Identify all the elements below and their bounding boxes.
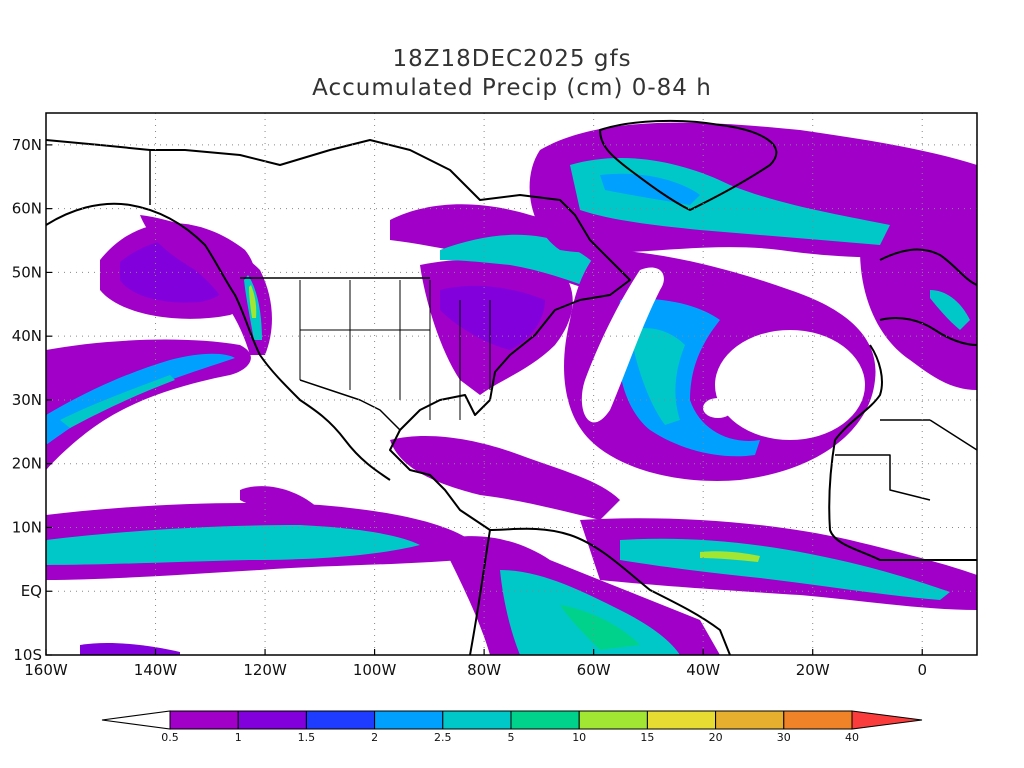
greenland-coastline [599, 119, 778, 211]
lon-tick-label: 20W [796, 661, 830, 679]
lat-tick-label: 40N [12, 327, 42, 345]
lon-tick-label: 160W [24, 661, 68, 679]
precip-area [140, 215, 272, 355]
colorbar-label: 20 [709, 731, 723, 744]
precip-area [700, 551, 760, 562]
precip-area [60, 375, 175, 428]
precip-clear-area [703, 398, 733, 418]
colorbar-swatch [646, 710, 717, 730]
lon-tick-label: 60W [577, 661, 611, 679]
alaska-coastline [46, 202, 391, 481]
lat-tick-label: 30N [12, 391, 42, 409]
lon-tick-label: 0 [917, 661, 927, 679]
europe-coastline [834, 248, 977, 441]
lon-axis: 160W 140W 120W 100W 80W 60W 40W 20W 0 [24, 661, 927, 679]
lon-tick-label: 140W [134, 661, 178, 679]
state-borders [299, 280, 491, 420]
precip-field [46, 122, 977, 655]
us-border [240, 277, 430, 431]
lon-tick-label: 40W [686, 661, 720, 679]
precip-area [46, 525, 420, 565]
lat-tick-label: 70N [12, 136, 42, 154]
colorbar: 0.5 1 1.5 2 2.5 5 10 15 20 30 40 [101, 710, 923, 744]
colorbar-label: 2.5 [434, 731, 452, 744]
north-america-coastline [46, 139, 631, 531]
colorbar-label: 10 [572, 731, 586, 744]
colorbar-label: 5 [508, 731, 515, 744]
colorbar-swatch [237, 710, 307, 730]
precip-area [630, 328, 685, 425]
africa-coastline [828, 439, 977, 562]
precip-area [440, 285, 545, 350]
precip-area [249, 285, 257, 318]
precip-area [46, 353, 235, 445]
colorbar-swatch [783, 710, 853, 730]
precip-area [46, 339, 251, 470]
colorbar-label: 1.5 [298, 731, 316, 744]
lat-tick-label: EQ [21, 582, 42, 600]
precip-area [240, 486, 320, 520]
colorbar-swatch [442, 710, 512, 730]
precip-area [80, 642, 180, 655]
colorbar-swatch [510, 710, 580, 730]
colorbar-swatch [101, 710, 171, 730]
colorbar-swatch [305, 710, 376, 730]
precip-area [560, 605, 640, 650]
lon-tick-label: 100W [353, 661, 397, 679]
south-america-coastline [469, 527, 731, 655]
precip-area [860, 244, 977, 390]
precip-area [930, 290, 970, 330]
colorbar-label: 15 [640, 731, 654, 744]
map-title: 18Z18DEC2025 gfs [392, 46, 632, 72]
colorbar-swatch [715, 710, 785, 730]
colorbar-label: 1 [235, 731, 242, 744]
precip-area [390, 435, 620, 520]
lat-axis: 70N 60N 50N 40N 30N 20N 10N EQ 10S [12, 136, 42, 664]
lon-tick-label: 80W [467, 661, 501, 679]
colorbar-label: 40 [845, 731, 859, 744]
colorbar-label: 30 [777, 731, 791, 744]
lat-tick-label: 60N [12, 200, 42, 218]
lat-tick-label: 50N [12, 263, 42, 281]
lat-tick-label: 20N [12, 455, 42, 473]
lat-lon-grid [46, 113, 977, 655]
plot-frame [45, 112, 978, 656]
colorbar-swatch [169, 710, 239, 730]
lat-tick-label: 10S [13, 646, 42, 664]
colorbar-label: 2 [371, 731, 378, 744]
map-subtitle: Accumulated Precip (cm) 0-84 h [312, 75, 712, 101]
coastlines [46, 119, 977, 655]
precip-clear-area [715, 330, 865, 440]
colorbar-swatch [851, 710, 923, 730]
lon-tick-label: 120W [243, 661, 287, 679]
axis-ticks [45, 144, 923, 656]
precip-area [600, 173, 700, 205]
africa-borders [835, 419, 977, 501]
colorbar-label: 0.5 [161, 731, 179, 744]
precip-area [581, 267, 664, 423]
colorbar-swatch [374, 710, 444, 730]
colorbar-swatch [578, 710, 648, 730]
lat-tick-label: 10N [12, 518, 42, 536]
